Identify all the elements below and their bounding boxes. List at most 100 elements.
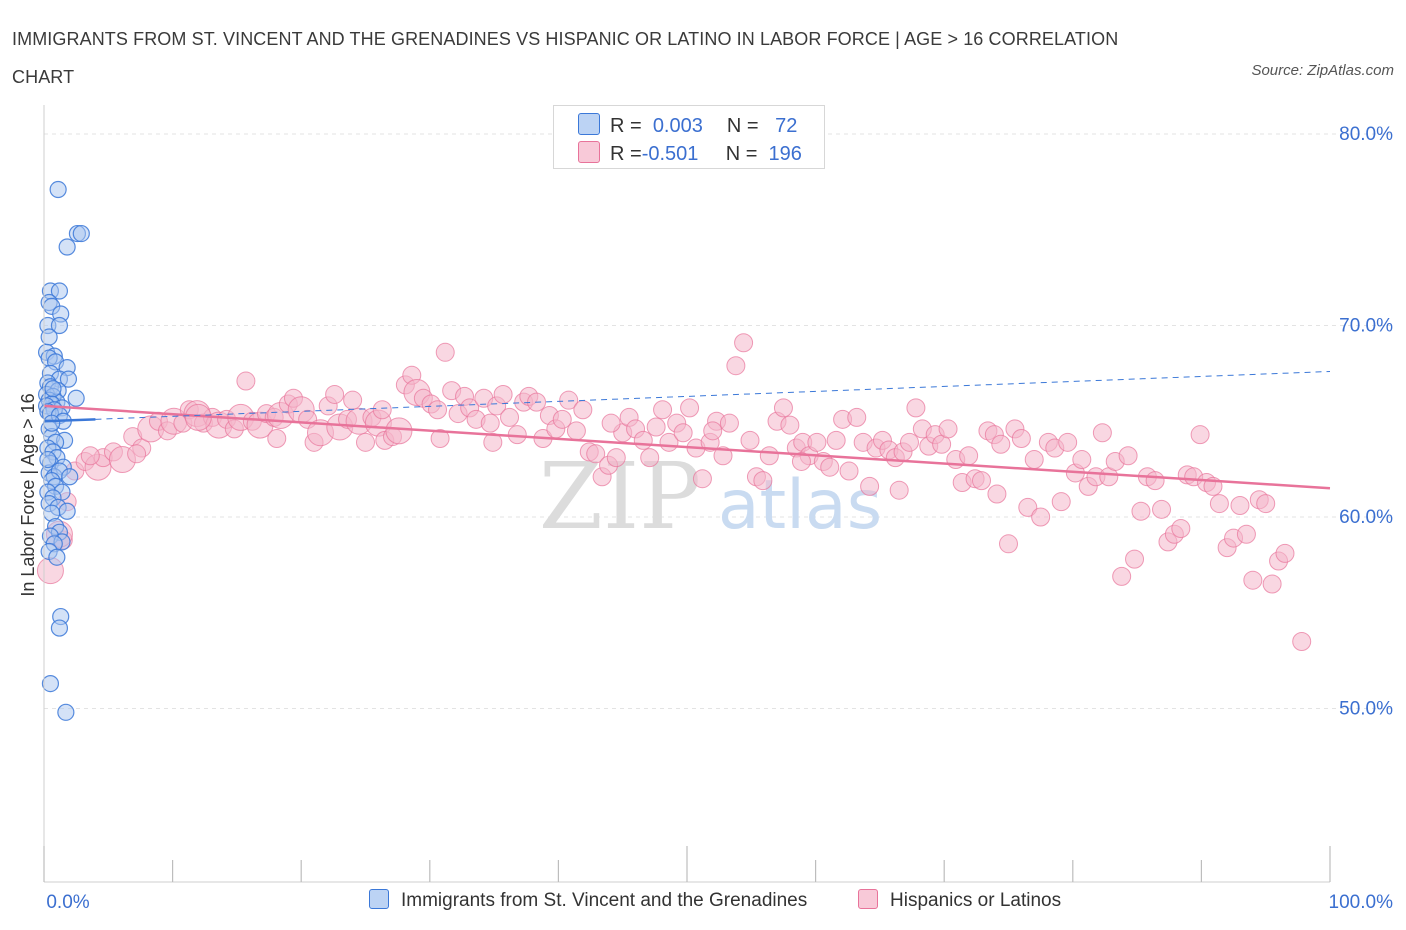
data-point-hispanics: [80, 446, 100, 466]
data-point-hispanics: [1243, 570, 1263, 590]
legend-r-value: 0.003: [652, 115, 703, 137]
data-point-hispanics: [640, 448, 660, 468]
data-point-hispanics: [1230, 496, 1250, 516]
data-point-hispanics: [493, 384, 513, 404]
data-point-immigrants: [59, 370, 78, 388]
data-point-hispanics: [372, 400, 392, 420]
data-point-hispanics: [1112, 566, 1132, 586]
data-point-hispanics: [483, 432, 503, 452]
data-point-immigrants: [50, 316, 69, 335]
data-point-hispanics: [236, 371, 256, 391]
chart-title: IMMIGRANTS FROM ST. VINCENT AND THE GREN…: [12, 29, 1119, 87]
legend-row-immigrants: R = 0.003 N = 72: [578, 113, 797, 137]
y-tick-label: 50.0%: [1339, 699, 1393, 720]
data-point-immigrants: [48, 548, 66, 566]
legend-n-label: N =: [726, 115, 759, 137]
data-point-hispanics: [552, 409, 572, 429]
data-point-immigrants: [39, 450, 57, 469]
data-point-hispanics: [839, 461, 859, 481]
data-point-immigrants: [67, 389, 85, 407]
data-point-hispanics: [1072, 450, 1092, 470]
data-point-immigrants: [43, 414, 61, 432]
data-point-hispanics: [959, 446, 979, 466]
data-point-hispanics: [906, 398, 926, 418]
data-point-hispanics: [680, 398, 700, 418]
data-point-immigrants: [61, 468, 79, 486]
data-point-hispanics: [987, 484, 1007, 504]
data-point-hispanics: [428, 400, 448, 420]
data-point-hispanics: [780, 415, 800, 435]
data-point-hispanics: [734, 333, 754, 353]
data-point-hispanics: [791, 451, 811, 471]
data-point-hispanics: [1058, 432, 1078, 452]
data-point-hispanics: [673, 423, 693, 443]
series-immigrants-points: [37, 180, 90, 721]
bottom-legend-label: Immigrants from St. Vincent and the Gren…: [401, 890, 808, 911]
data-point-hispanics: [1011, 428, 1031, 448]
data-point-hispanics: [430, 428, 450, 448]
data-point-hispanics: [999, 534, 1018, 554]
data-point-immigrants: [49, 180, 67, 199]
source-label: Source: ZipAtlas.com: [1251, 62, 1394, 79]
data-point-hispanics: [435, 342, 455, 362]
data-point-hispanics: [1209, 494, 1229, 514]
data-point-hispanics: [938, 419, 958, 439]
data-point-hispanics: [826, 430, 846, 450]
data-point-hispanics: [807, 432, 827, 452]
legend-n-value: 196: [768, 143, 802, 165]
data-point-hispanics: [1145, 471, 1165, 491]
data-point-hispanics: [971, 471, 991, 491]
legend-row-hispanics: R =-0.501 N = 196: [578, 141, 802, 165]
data-point-hispanics: [713, 446, 733, 466]
data-point-immigrants: [72, 224, 90, 243]
data-point-immigrants: [58, 238, 76, 256]
data-point-hispanics: [1171, 518, 1191, 538]
data-point-immigrants: [44, 380, 62, 398]
data-point-hispanics: [646, 417, 666, 437]
data-point-hispanics: [773, 398, 793, 418]
data-point-hispanics: [343, 390, 363, 410]
data-point-immigrants: [50, 619, 69, 637]
data-point-immigrants: [58, 502, 76, 520]
data-point-hispanics: [1031, 507, 1051, 527]
data-point-immigrants: [50, 282, 69, 300]
data-point-hispanics: [1256, 494, 1276, 514]
data-point-hispanics: [847, 407, 867, 427]
trend-line-immigrants-dashed: [95, 370, 1331, 420]
bottom-legend-swatch-blue: [369, 889, 389, 909]
data-point-hispanics: [1125, 549, 1145, 569]
x-tick-label: 100.0%: [1329, 892, 1394, 913]
data-point-hispanics: [860, 476, 880, 496]
data-point-immigrants: [57, 703, 75, 721]
data-point-hispanics: [889, 480, 909, 500]
data-point-hispanics: [385, 417, 413, 445]
trend-lines: [43, 370, 1331, 490]
y-tick-label: 70.0%: [1339, 316, 1393, 337]
data-point-hispanics: [1190, 425, 1210, 445]
legend-n-value: 72: [775, 115, 798, 137]
legend-r-label: R =: [610, 115, 642, 137]
data-point-hispanics: [1275, 543, 1295, 563]
y-axis-label: In Labor Force | Age > 16: [18, 393, 38, 596]
data-point-hispanics: [719, 413, 739, 433]
bottom-legend-immigrants: Immigrants from St. Vincent and the Gren…: [369, 889, 807, 912]
data-point-hispanics: [573, 400, 593, 420]
data-point-hispanics: [653, 400, 673, 420]
legend: R = 0.003 N = 72 R =-0.501 N = 196: [553, 105, 825, 169]
data-point-hispanics: [1018, 497, 1038, 517]
data-point-hispanics: [1051, 492, 1071, 512]
data-point-hispanics: [820, 457, 840, 477]
data-point-hispanics: [753, 471, 773, 491]
legend-swatch-pink: [578, 141, 600, 163]
bottom-legend-label: Hispanics or Latinos: [890, 890, 1062, 911]
data-point-hispanics: [1024, 450, 1044, 470]
trend-line-immigrants: [43, 418, 96, 423]
data-point-hispanics: [1236, 524, 1256, 544]
bottom-legend-hispanics: Hispanics or Latinos: [858, 889, 1061, 912]
data-point-hispanics: [740, 430, 760, 450]
data-point-hispanics: [559, 390, 579, 410]
data-point-hispanics: [759, 446, 779, 466]
legend-swatch-blue: [578, 113, 600, 135]
data-point-hispanics: [726, 356, 746, 376]
